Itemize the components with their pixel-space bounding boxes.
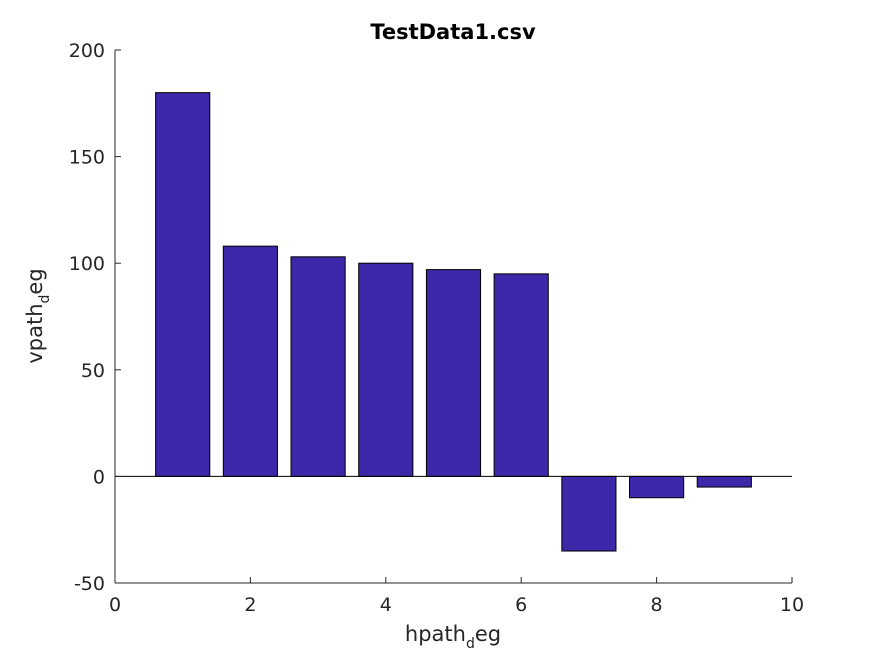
x-tick-label: 10 bbox=[780, 594, 804, 616]
x-axis-label-sub: d bbox=[466, 636, 475, 652]
y-axis-label: vpathdeg bbox=[23, 268, 53, 363]
bar-9 bbox=[696, 475, 752, 488]
x-tick-label: 6 bbox=[515, 594, 527, 616]
chart-title: TestData1.csv bbox=[370, 20, 536, 44]
y-tick-label: 0 bbox=[93, 466, 105, 488]
y-tick-label: 50 bbox=[81, 360, 105, 382]
bar-8 bbox=[629, 475, 685, 499]
y-axis-label-sub: d bbox=[37, 295, 53, 304]
y-axis-label-tail: eg bbox=[23, 268, 47, 294]
bar-5 bbox=[425, 269, 482, 477]
bar-2 bbox=[222, 245, 278, 477]
bar-6 bbox=[493, 273, 549, 477]
y-tick-label: 100 bbox=[69, 253, 105, 275]
x-axis-label-tail: eg bbox=[475, 622, 501, 646]
bar-7 bbox=[561, 475, 617, 552]
y-axis-label-main: vpath bbox=[23, 303, 47, 363]
bar-1 bbox=[155, 92, 211, 477]
x-axis-label: hpathdeg bbox=[405, 622, 501, 652]
bars-group bbox=[155, 92, 752, 552]
bar-3 bbox=[290, 256, 346, 477]
y-tick-label: 200 bbox=[69, 40, 105, 62]
x-tick-label: 4 bbox=[380, 594, 392, 616]
x-tick-label: 8 bbox=[651, 594, 663, 616]
bar-4 bbox=[358, 262, 414, 477]
y-tick-label: -50 bbox=[74, 573, 105, 595]
y-tick-label: 150 bbox=[69, 147, 105, 169]
x-axis-label-main: hpath bbox=[405, 622, 466, 646]
x-tick-label: 2 bbox=[244, 594, 256, 616]
x-tick-label: 0 bbox=[109, 594, 121, 616]
